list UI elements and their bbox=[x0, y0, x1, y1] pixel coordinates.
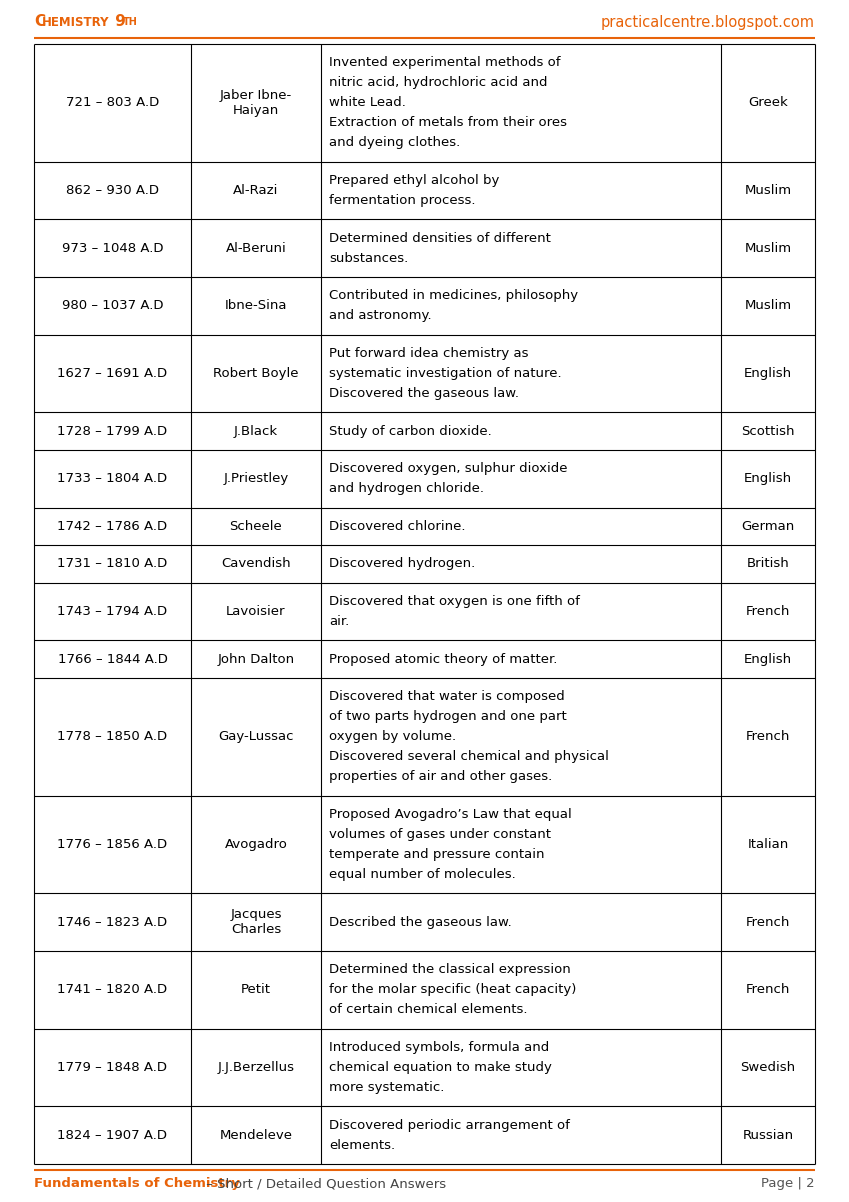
Text: for the molar specific (heat capacity): for the molar specific (heat capacity) bbox=[329, 983, 576, 996]
Text: Muslim: Muslim bbox=[745, 299, 791, 313]
Text: Discovered oxygen, sulphur dioxide: Discovered oxygen, sulphur dioxide bbox=[329, 463, 567, 475]
Text: Swedish: Swedish bbox=[740, 1061, 796, 1075]
Text: nitric acid, hydrochloric acid and: nitric acid, hydrochloric acid and bbox=[329, 77, 548, 89]
Text: C: C bbox=[34, 14, 45, 30]
Text: German: German bbox=[741, 519, 795, 532]
Text: 973 – 1048 A.D: 973 – 1048 A.D bbox=[62, 242, 163, 255]
Text: 1778 – 1850 A.D: 1778 – 1850 A.D bbox=[58, 731, 167, 743]
Text: Discovered periodic arrangement of: Discovered periodic arrangement of bbox=[329, 1119, 570, 1131]
Text: Avogadro: Avogadro bbox=[225, 838, 288, 851]
Text: Discovered several chemical and physical: Discovered several chemical and physical bbox=[329, 750, 609, 763]
Text: and hydrogen chloride.: and hydrogen chloride. bbox=[329, 482, 484, 495]
Text: 9: 9 bbox=[110, 14, 126, 30]
Text: Ibne-Sina: Ibne-Sina bbox=[225, 299, 287, 313]
Text: Extraction of metals from their ores: Extraction of metals from their ores bbox=[329, 117, 567, 130]
Text: Muslim: Muslim bbox=[745, 242, 791, 255]
Text: Discovered that oxygen is one fifth of: Discovered that oxygen is one fifth of bbox=[329, 595, 580, 608]
Text: 1741 – 1820 A.D: 1741 – 1820 A.D bbox=[58, 983, 167, 996]
Text: Fundamentals of Chemistry: Fundamentals of Chemistry bbox=[34, 1178, 240, 1190]
Text: French: French bbox=[745, 983, 790, 996]
Text: 1824 – 1907 A.D: 1824 – 1907 A.D bbox=[58, 1129, 167, 1142]
Text: English: English bbox=[744, 472, 792, 486]
Text: volumes of gases under constant: volumes of gases under constant bbox=[329, 828, 551, 841]
Text: air.: air. bbox=[329, 615, 349, 627]
Text: Al-Razi: Al-Razi bbox=[233, 184, 278, 197]
Text: Petit: Petit bbox=[241, 983, 271, 996]
Text: Discovered hydrogen.: Discovered hydrogen. bbox=[329, 558, 475, 571]
Text: Gay-Lussac: Gay-Lussac bbox=[218, 731, 294, 743]
Text: chemical equation to make study: chemical equation to make study bbox=[329, 1061, 552, 1075]
Text: Determined the classical expression: Determined the classical expression bbox=[329, 963, 571, 976]
Text: TH: TH bbox=[123, 17, 138, 26]
Text: Scheele: Scheele bbox=[229, 519, 283, 532]
Text: substances.: substances. bbox=[329, 251, 408, 264]
Text: Italian: Italian bbox=[747, 838, 789, 851]
Text: oxygen by volume.: oxygen by volume. bbox=[329, 731, 456, 743]
Text: J.Black: J.Black bbox=[234, 424, 278, 438]
Text: Put forward idea chemistry as: Put forward idea chemistry as bbox=[329, 347, 528, 359]
Text: white Lead.: white Lead. bbox=[329, 96, 406, 109]
Text: fermentation process.: fermentation process. bbox=[329, 194, 475, 207]
Text: Contributed in medicines, philosophy: Contributed in medicines, philosophy bbox=[329, 290, 578, 303]
Text: HEMISTRY: HEMISTRY bbox=[42, 16, 110, 29]
Text: Cavendish: Cavendish bbox=[222, 558, 291, 571]
Text: Study of carbon dioxide.: Study of carbon dioxide. bbox=[329, 424, 492, 438]
Text: J.Priestley: J.Priestley bbox=[223, 472, 289, 486]
Text: 1743 – 1794 A.D: 1743 – 1794 A.D bbox=[58, 605, 167, 618]
Text: 862 – 930 A.D: 862 – 930 A.D bbox=[66, 184, 159, 197]
Text: more systematic.: more systematic. bbox=[329, 1081, 444, 1094]
Text: 1776 – 1856 A.D: 1776 – 1856 A.D bbox=[58, 838, 167, 851]
Text: systematic investigation of nature.: systematic investigation of nature. bbox=[329, 367, 562, 380]
Text: 980 – 1037 A.D: 980 – 1037 A.D bbox=[62, 299, 163, 313]
Text: J.J.Berzellus: J.J.Berzellus bbox=[217, 1061, 295, 1075]
Text: equal number of molecules.: equal number of molecules. bbox=[329, 868, 515, 881]
Text: of two parts hydrogen and one part: of two parts hydrogen and one part bbox=[329, 710, 567, 724]
Text: English: English bbox=[744, 653, 792, 666]
Text: 1766 – 1844 A.D: 1766 – 1844 A.D bbox=[58, 653, 167, 666]
Text: temperate and pressure contain: temperate and pressure contain bbox=[329, 849, 544, 861]
Text: French: French bbox=[745, 916, 790, 929]
Text: Proposed atomic theory of matter.: Proposed atomic theory of matter. bbox=[329, 653, 558, 666]
Text: Jacques
Charles: Jacques Charles bbox=[230, 909, 282, 936]
Text: Jaber Ibne-
Haiyan: Jaber Ibne- Haiyan bbox=[220, 89, 292, 117]
Text: 1779 – 1848 A.D: 1779 – 1848 A.D bbox=[58, 1061, 167, 1075]
Text: Determined densities of different: Determined densities of different bbox=[329, 232, 551, 245]
Text: practicalcentre.blogspot.com: practicalcentre.blogspot.com bbox=[601, 14, 815, 30]
Text: Discovered the gaseous law.: Discovered the gaseous law. bbox=[329, 387, 519, 400]
Text: Russian: Russian bbox=[742, 1129, 794, 1142]
Text: 1733 – 1804 A.D: 1733 – 1804 A.D bbox=[58, 472, 167, 486]
Text: Described the gaseous law.: Described the gaseous law. bbox=[329, 916, 512, 929]
Text: Lavoisier: Lavoisier bbox=[226, 605, 286, 618]
Text: 721 – 803 A.D: 721 – 803 A.D bbox=[66, 96, 159, 109]
Text: of certain chemical elements.: of certain chemical elements. bbox=[329, 1004, 527, 1017]
Text: properties of air and other gases.: properties of air and other gases. bbox=[329, 770, 552, 784]
Text: – Short / Detailed Question Answers: – Short / Detailed Question Answers bbox=[202, 1178, 446, 1190]
Text: Prepared ethyl alcohol by: Prepared ethyl alcohol by bbox=[329, 174, 499, 188]
Text: Scottish: Scottish bbox=[741, 424, 795, 438]
Text: Robert Boyle: Robert Boyle bbox=[213, 367, 299, 380]
Text: 1731 – 1810 A.D: 1731 – 1810 A.D bbox=[58, 558, 167, 571]
Text: Introduced symbols, formula and: Introduced symbols, formula and bbox=[329, 1041, 549, 1054]
Text: Discovered that water is composed: Discovered that water is composed bbox=[329, 690, 565, 703]
Text: 1742 – 1786 A.D: 1742 – 1786 A.D bbox=[58, 519, 167, 532]
Text: English: English bbox=[744, 367, 792, 380]
Text: Page | 2: Page | 2 bbox=[762, 1178, 815, 1190]
Text: elements.: elements. bbox=[329, 1138, 395, 1152]
Text: French: French bbox=[745, 605, 790, 618]
Text: 1746 – 1823 A.D: 1746 – 1823 A.D bbox=[58, 916, 167, 929]
Text: and dyeing clothes.: and dyeing clothes. bbox=[329, 137, 460, 149]
Text: John Dalton: John Dalton bbox=[217, 653, 295, 666]
Text: Mendeleve: Mendeleve bbox=[220, 1129, 293, 1142]
Text: and astronomy.: and astronomy. bbox=[329, 309, 431, 322]
Text: Proposed Avogadro’s Law that equal: Proposed Avogadro’s Law that equal bbox=[329, 808, 571, 821]
Text: 1627 – 1691 A.D: 1627 – 1691 A.D bbox=[58, 367, 167, 380]
Text: 1728 – 1799 A.D: 1728 – 1799 A.D bbox=[58, 424, 167, 438]
Text: French: French bbox=[745, 731, 790, 743]
Text: Al-Beruni: Al-Beruni bbox=[226, 242, 286, 255]
Text: British: British bbox=[746, 558, 790, 571]
Text: Discovered chlorine.: Discovered chlorine. bbox=[329, 519, 465, 532]
Text: Invented experimental methods of: Invented experimental methods of bbox=[329, 56, 560, 70]
Text: Greek: Greek bbox=[748, 96, 788, 109]
Text: Muslim: Muslim bbox=[745, 184, 791, 197]
